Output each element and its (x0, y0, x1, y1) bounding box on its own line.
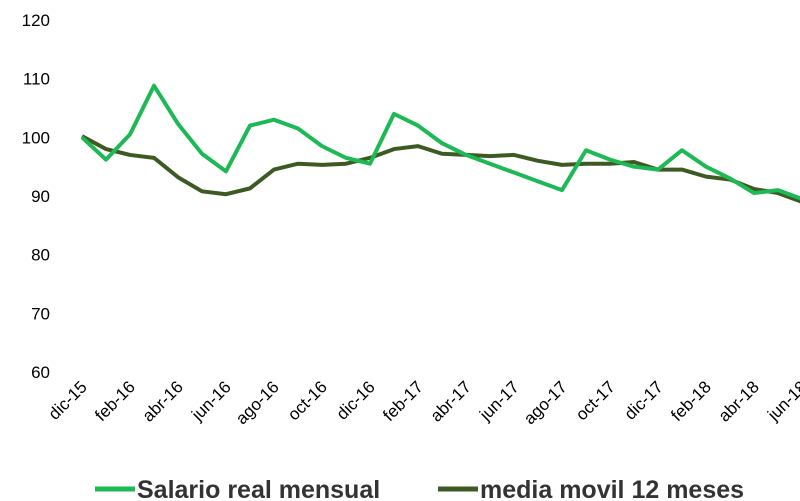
x-tick-label: ago-16 (232, 377, 283, 428)
y-tick-label: 70 (31, 304, 50, 323)
legend: Salario real mensual media movil 12 meses (95, 476, 744, 501)
x-tick-label: jun-16 (187, 377, 235, 425)
series-line (81, 134, 800, 204)
x-tick-label: feb-17 (379, 377, 427, 425)
x-tick-label: abr-18 (715, 377, 763, 425)
x-tick-label: abr-17 (427, 377, 475, 425)
x-tick-label: oct-17 (572, 377, 619, 424)
y-tick-label: 90 (31, 187, 50, 206)
x-tick-label: jun-17 (475, 377, 523, 425)
x-tick-label: feb-18 (667, 377, 715, 425)
x-tick-label: dic-17 (621, 377, 667, 423)
x-tick-label: dic-15 (45, 377, 91, 423)
y-tick-label: 60 (31, 363, 50, 382)
y-tick-label: 80 (31, 246, 50, 265)
legend-label: Salario real mensual (137, 476, 380, 501)
x-tick-label: jun-18 (763, 377, 800, 425)
y-tick-label: 120 (22, 11, 50, 30)
x-tick-label: feb-16 (91, 377, 139, 425)
y-tick-label: 100 (22, 128, 50, 147)
x-tick-label: abr-16 (139, 377, 187, 425)
x-tick-label: ago-17 (520, 377, 571, 428)
x-tick-label: oct-16 (284, 377, 331, 424)
series-line (80, 83, 800, 201)
x-tick-label: dic-16 (333, 377, 379, 423)
y-tick-label: 110 (23, 70, 50, 89)
legend-label: media movil 12 meses (480, 476, 744, 501)
